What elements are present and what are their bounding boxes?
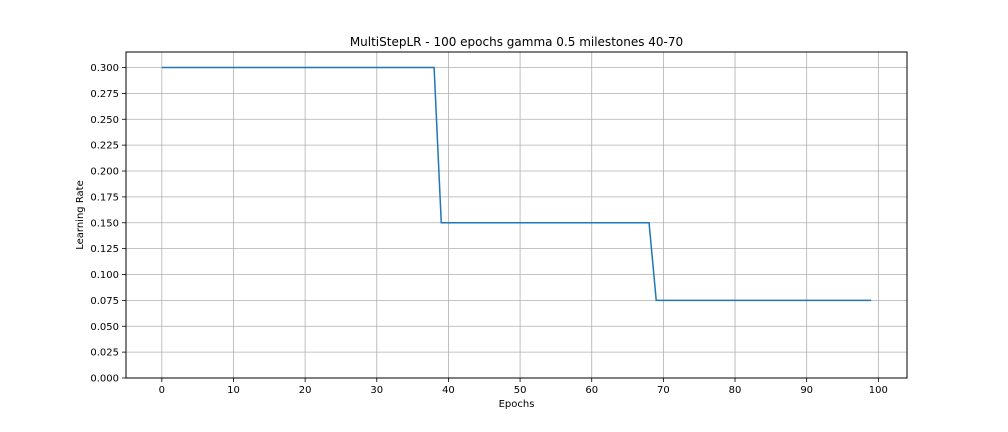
x-tick-label: 10 (227, 385, 240, 396)
x-tick-label: 40 (442, 385, 455, 396)
x-tick-label: 0 (159, 385, 165, 396)
x-tick-label: 30 (370, 385, 383, 396)
y-tick-label: 0.100 (90, 270, 119, 281)
y-tick-label: 0.300 (90, 63, 119, 74)
grid (126, 52, 907, 379)
series-layer (161, 66, 872, 302)
x-tick-label: 100 (869, 385, 888, 396)
x-axis: 0 10 20 30 40 50 60 70 80 90 100 (159, 378, 888, 396)
x-axis-label: Epochs (499, 399, 535, 410)
x-tick-label: 20 (299, 385, 312, 396)
series-line (161, 66, 872, 302)
y-tick-label: 0.000 (90, 374, 119, 385)
chart-title: MultiStepLR - 100 epochs gamma 0.5 miles… (350, 35, 683, 49)
y-tick-label: 0.050 (90, 322, 119, 333)
x-tick-label: 80 (729, 385, 742, 396)
y-tick-label: 0.150 (90, 218, 119, 229)
y-tick-label: 0.025 (90, 348, 119, 359)
plot-frame (125, 51, 908, 379)
x-tick-label: 60 (585, 385, 598, 396)
y-tick-label: 0.075 (90, 296, 119, 307)
y-tick-label: 0.225 (90, 141, 119, 152)
y-tick-label: 0.275 (90, 89, 119, 100)
y-axis: 0.000 0.025 0.050 0.075 0.100 0.125 0.150 0.175… (90, 63, 126, 385)
x-tick-label: 90 (800, 385, 813, 396)
y-tick-label: 0.125 (90, 244, 119, 255)
y-axis-label: Learning Rate (75, 180, 86, 250)
y-tick-label: 0.175 (90, 192, 119, 203)
y-tick-label: 0.200 (90, 167, 119, 178)
x-tick-label: 50 (514, 385, 527, 396)
y-tick-label: 0.250 (90, 115, 119, 126)
x-tick-label: 70 (657, 385, 670, 396)
